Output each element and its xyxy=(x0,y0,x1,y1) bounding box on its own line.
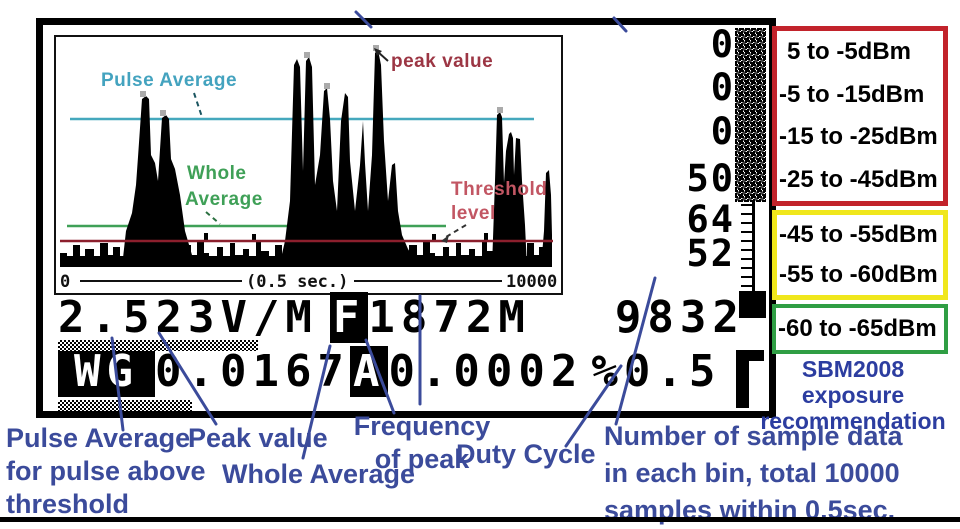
legend-row: -45 to -55dBm xyxy=(779,221,938,248)
lcd-readout-row2: WG 0.0167A0.0002 %0.5 xyxy=(58,346,721,397)
waveform-graph: Pulse Average Whole Average peak value T… xyxy=(54,35,563,295)
bin-bar-ruler xyxy=(752,200,755,292)
threshold-arrowhead xyxy=(441,235,449,243)
bin-count-3: 0 xyxy=(710,110,735,153)
noise-spur xyxy=(252,234,256,242)
peak-value-arrowhead xyxy=(374,48,382,56)
bottom-divider xyxy=(0,517,960,522)
bin-bar-block xyxy=(739,291,766,318)
lcd-dither-fragment xyxy=(58,340,258,351)
annotation-whole-average: Whole Average xyxy=(222,459,416,489)
peak-value-pointer xyxy=(377,51,389,62)
annotation-line: Frequency xyxy=(353,411,491,441)
annotation-peak-value: Peak value xyxy=(188,423,328,453)
pulse-average-value: 2.523V/M xyxy=(58,292,318,343)
bin-count-6: 52 xyxy=(686,232,735,275)
pulse-group-2 xyxy=(279,50,419,267)
x-axis-center: (0.5 sec.) xyxy=(246,272,348,292)
legend-row: 5 to -5dBm xyxy=(787,38,912,66)
threshold-label-line1: Threshold xyxy=(451,179,547,200)
legend-row: -5 to -15dBm xyxy=(779,80,925,108)
legend-row: -55 to -60dBm xyxy=(779,261,938,288)
spike-cap xyxy=(140,91,146,97)
annotation-frequency: Frequency of peak xyxy=(352,410,492,476)
x-axis-right: 10000 xyxy=(506,272,557,292)
average-flag: A xyxy=(349,346,389,397)
annotation-line: Number of sample data xyxy=(604,421,903,451)
sbm-recommendation-note: SBM2008 exposure recommendation xyxy=(748,356,958,434)
peak-value-label: peak value xyxy=(391,51,493,72)
spike-cap xyxy=(373,45,379,51)
whole-average-pointer xyxy=(205,211,221,225)
sbm-note-line1: SBM2008 exposure xyxy=(801,356,905,408)
last-bin-count: 9832 xyxy=(614,292,745,343)
legend-row: -60 to -65dBm xyxy=(778,315,937,342)
bin-bar-ruler-ticks xyxy=(741,204,753,290)
annotation-line: for pulse above xyxy=(6,456,206,486)
bin-count-2: 0 xyxy=(710,66,735,109)
duty-cycle-value: %0.5 xyxy=(591,346,722,397)
frequency-value: 1872M xyxy=(368,292,531,343)
noise-spur xyxy=(204,233,208,242)
threshold-pointer xyxy=(445,224,467,238)
annotation-line: in each bin, total 10000 xyxy=(604,458,900,488)
x-axis-left: 0 xyxy=(60,272,70,292)
lcd-dither-fragment xyxy=(58,400,192,411)
secondary-average-value: 0.0002 xyxy=(388,346,584,397)
bin-count-4: 50 xyxy=(686,157,735,200)
legend-row: -15 to -25dBm xyxy=(779,123,938,151)
annotation-pulse-average: Pulse Average for pulse above threshold xyxy=(6,422,206,521)
whole-average-label-line2: Average xyxy=(185,189,263,210)
whole-average-value: 0.0167 xyxy=(154,346,350,397)
mode-indicator: WG xyxy=(58,346,155,397)
legend-red-box: 5 to -5dBm -5 to -15dBm -15 to -25dBm -2… xyxy=(772,26,948,206)
legend-green-box: -60 to -65dBm xyxy=(772,304,948,354)
pulse-average-label: Pulse Average xyxy=(101,70,237,91)
bin-bar-strip xyxy=(735,28,766,202)
bin-bar-corner-stem xyxy=(736,350,749,408)
legend-yellow-box: -45 to -55dBm -55 to -60dBm xyxy=(772,210,948,300)
pulse-group-1 xyxy=(122,96,196,267)
bin-bar-corner xyxy=(736,350,764,361)
noise-spur xyxy=(484,233,488,242)
annotation-samples: Number of sample data in each bin, total… xyxy=(604,418,903,529)
spike-cap xyxy=(324,83,330,89)
bin-count-5: 64 xyxy=(686,198,735,241)
spike-cap xyxy=(160,110,166,116)
noise-spur xyxy=(432,234,436,242)
pulse-group-4 xyxy=(541,170,552,267)
sbm-note-line2: recommendation xyxy=(760,408,946,434)
annotation-line: Pulse Average xyxy=(6,423,191,453)
pulse-group-3 xyxy=(492,112,527,267)
lcd-readout-row1: 2.523V/M F1872M 9832 xyxy=(58,292,745,343)
legend-row: -25 to -45dBm xyxy=(779,165,938,193)
spike-cap xyxy=(497,107,503,113)
threshold-label-line2: level xyxy=(451,203,496,224)
annotation-duty-cycle: Duty Cycle xyxy=(456,439,596,469)
frequency-flag: F xyxy=(329,292,369,343)
annotation-line: of peak xyxy=(374,444,470,474)
annotation-line: samples within 0.5sec. xyxy=(604,495,896,525)
spike-cap xyxy=(304,52,310,58)
whole-average-label-line1: Whole xyxy=(187,163,247,184)
annotation-line: threshold xyxy=(6,489,130,519)
bin-count-1: 0 xyxy=(710,23,735,66)
pulse-average-pointer xyxy=(193,92,203,118)
